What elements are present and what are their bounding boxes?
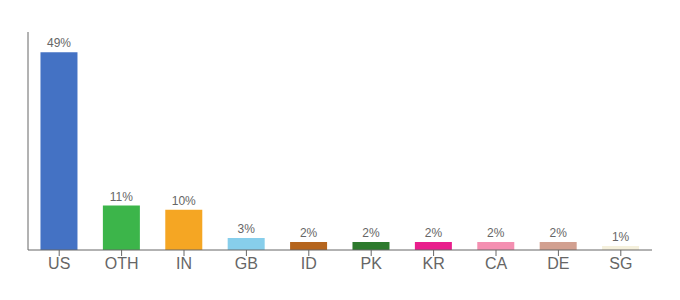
svg-text:11%: 11% <box>110 190 133 204</box>
svg-text:2%: 2% <box>550 226 568 240</box>
svg-text:2%: 2% <box>487 226 505 240</box>
svg-text:SG: SG <box>609 255 632 272</box>
svg-text:10%: 10% <box>172 194 196 208</box>
svg-text:IN: IN <box>176 255 192 272</box>
svg-text:GB: GB <box>235 255 258 272</box>
svg-text:US: US <box>48 255 70 272</box>
svg-text:DE: DE <box>547 255 569 272</box>
svg-text:1%: 1% <box>612 230 630 244</box>
svg-text:PK: PK <box>361 255 383 272</box>
svg-text:2%: 2% <box>362 226 380 240</box>
svg-text:2%: 2% <box>300 226 318 240</box>
svg-text:49%: 49% <box>47 36 71 50</box>
svg-text:3%: 3% <box>238 222 256 236</box>
svg-text:CA: CA <box>485 255 508 272</box>
svg-text:OTH: OTH <box>105 255 139 272</box>
svg-text:2%: 2% <box>425 226 443 240</box>
svg-text:KR: KR <box>422 255 444 272</box>
svg-text:ID: ID <box>301 255 317 272</box>
